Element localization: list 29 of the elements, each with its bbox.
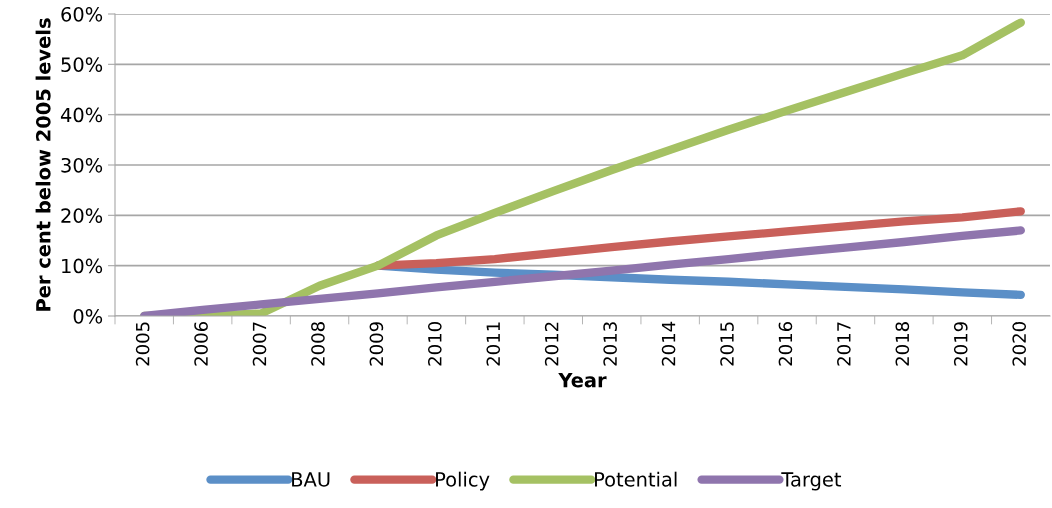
x-tick-label: 2018 [895,322,910,366]
x-tick-label: 2020 [1012,322,1027,366]
x-tick-label: 2009 [369,322,384,366]
y-tick-label: 30% [61,157,103,173]
x-tick-label: 2017 [837,322,851,366]
x-tick-label: 2007 [252,322,267,366]
x-tick-label: 2006 [194,322,208,366]
x-tick-label: 2014 [661,321,676,366]
x-tick-label: 2013 [603,322,617,366]
y-tick-label: 0% [73,308,103,324]
x-tick-label: 2019 [953,322,968,366]
x-tick-label: 2012 [544,322,559,366]
x-tick-label: 2015 [720,322,734,366]
y-tick-label: 40% [60,107,103,123]
x-tick-label: 2010 [427,322,442,366]
y-tick-label: 60% [61,6,103,22]
legend-label: Policy [436,471,490,491]
x-tick-label: 2011 [486,322,501,366]
legend-label: Potential [595,471,677,487]
y-tick-label: 10% [62,258,103,274]
legend-label: Target [781,472,842,491]
x-tick-label: 2008 [311,322,325,366]
x-tick-label: 2016 [778,322,793,366]
x-tick-label: 2005 [135,322,150,366]
x-axis-title: Year [558,372,607,388]
y-tick-label: 20% [61,208,103,223]
y-axis-title: Per cent below 2005 levels [35,18,51,311]
y-tick-label: 50% [61,57,103,72]
legend-label: BAU [292,472,330,487]
